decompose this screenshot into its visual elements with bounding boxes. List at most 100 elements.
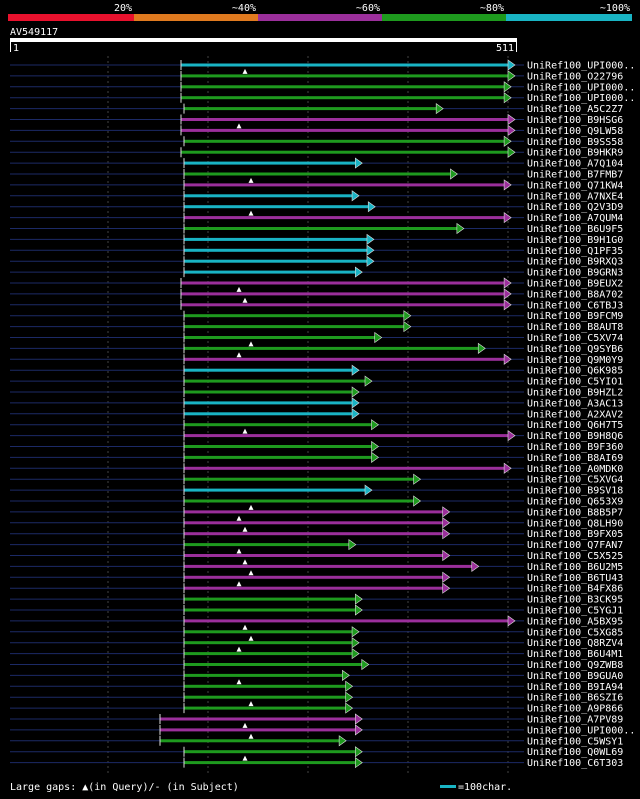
- hit-label[interactable]: UniRef100_O22796: [527, 71, 623, 82]
- hit-row[interactable]: UniRef100_Q9LW58: [10, 123, 623, 137]
- hit-label[interactable]: UniRef100_C6T303: [527, 758, 623, 769]
- hit-bar[interactable]: [160, 739, 340, 743]
- hit-row[interactable]: UniRef100_B9HZL2: [10, 386, 623, 399]
- hit-row[interactable]: UniRef100_B9RXQ3: [10, 255, 623, 268]
- hit-row[interactable]: UniRef100_C5YGJ1: [10, 604, 623, 617]
- hit-label[interactable]: UniRef100_Q9ZWB8: [527, 660, 623, 671]
- hit-label[interactable]: UniRef100_Q9LW58: [527, 126, 623, 137]
- hit-label[interactable]: UniRef100_B9SS58: [527, 137, 623, 148]
- hit-row[interactable]: UniRef100_A7PV89: [10, 713, 623, 726]
- hit-bar[interactable]: [181, 85, 505, 89]
- hit-label[interactable]: UniRef100_C5WSY1: [527, 736, 623, 747]
- hit-label[interactable]: UniRef100_B3CK95: [527, 595, 623, 606]
- hit-label[interactable]: UniRef100_Q6H7T5: [527, 420, 623, 431]
- hit-bar[interactable]: [181, 74, 508, 78]
- hit-label[interactable]: UniRef100_Q6K985: [527, 366, 623, 377]
- hit-label[interactable]: UniRef100_Q2V3D9: [527, 202, 623, 213]
- hit-label[interactable]: UniRef100_C5YGJ1: [527, 606, 623, 617]
- hit-bar[interactable]: [184, 488, 365, 492]
- hit-row[interactable]: UniRef100_B6TU43: [10, 570, 623, 584]
- hit-row[interactable]: UniRef100_B6U2M5: [10, 559, 623, 573]
- hit-row[interactable]: UniRef100_B6SZI6: [10, 691, 623, 704]
- hit-label[interactable]: UniRef100_B9GUA0: [527, 671, 623, 682]
- hit-row[interactable]: UniRef100_UPI000..: [10, 59, 635, 72]
- hit-label[interactable]: UniRef100_B9H1G0: [527, 235, 623, 246]
- hit-row[interactable]: UniRef100_A5C2Z7: [10, 103, 623, 116]
- hit-bar[interactable]: [184, 314, 404, 318]
- hit-bar[interactable]: [184, 161, 356, 165]
- hit-row[interactable]: UniRef100_B9SV18: [10, 484, 623, 497]
- hit-bar[interactable]: [184, 216, 505, 220]
- hit-label[interactable]: UniRef100_Q653X9: [527, 497, 623, 508]
- hit-row[interactable]: UniRef100_UPI000..: [10, 81, 635, 94]
- hit-row[interactable]: UniRef100_Q71KW4: [10, 177, 623, 192]
- hit-label[interactable]: UniRef100_A2XAV2: [527, 409, 623, 420]
- hit-bar[interactable]: [184, 390, 353, 394]
- hit-row[interactable]: UniRef100_B9SS58: [10, 135, 623, 148]
- hit-bar[interactable]: [184, 401, 353, 405]
- hit-label[interactable]: UniRef100_Q7FAN7: [527, 540, 623, 551]
- hit-bar[interactable]: [184, 543, 349, 547]
- hit-label[interactable]: UniRef100_B9SV18: [527, 486, 623, 497]
- hit-row[interactable]: UniRef100_C5XVG4: [10, 473, 623, 486]
- hit-label[interactable]: UniRef100_Q9M0Y9: [527, 355, 623, 366]
- hit-bar[interactable]: [184, 270, 356, 274]
- hit-label[interactable]: UniRef100_C6TBJ3: [527, 300, 623, 311]
- hit-bar[interactable]: [184, 346, 479, 350]
- hit-bar[interactable]: [184, 325, 404, 329]
- hit-row[interactable]: UniRef100_B8A702: [10, 286, 623, 301]
- hit-row[interactable]: UniRef100_B9IA94: [10, 679, 623, 693]
- hit-label[interactable]: UniRef100_B8B5P7: [527, 507, 623, 518]
- hit-bar[interactable]: [184, 412, 353, 416]
- hit-bar[interactable]: [184, 663, 362, 666]
- hit-row[interactable]: UniRef100_UPI000..: [10, 722, 635, 737]
- hit-bar[interactable]: [184, 684, 346, 688]
- hit-label[interactable]: UniRef100_B9H8Q6: [527, 431, 623, 442]
- hit-label[interactable]: UniRef100_B8A702: [527, 289, 623, 300]
- hit-bar[interactable]: [184, 619, 508, 623]
- hit-row[interactable]: UniRef100_Q8LH90: [10, 515, 623, 530]
- hit-bar[interactable]: [184, 597, 356, 601]
- hit-label[interactable]: UniRef100_C5YIO1: [527, 377, 623, 388]
- hit-bar[interactable]: [181, 292, 505, 296]
- hit-row[interactable]: UniRef100_B7FMB7: [10, 168, 623, 181]
- hit-bar[interactable]: [184, 673, 343, 677]
- hit-bar[interactable]: [184, 521, 443, 525]
- hit-bar[interactable]: [184, 139, 505, 143]
- hit-bar[interactable]: [181, 96, 505, 100]
- hit-bar[interactable]: [184, 586, 443, 590]
- hit-row[interactable]: UniRef100_B9HSG6: [10, 113, 623, 127]
- hit-row[interactable]: UniRef100_C5X525: [10, 548, 623, 563]
- hit-row[interactable]: UniRef100_Q9M0Y9: [10, 352, 623, 366]
- hit-label[interactable]: UniRef100_B8AUT8: [527, 322, 623, 333]
- hit-bar[interactable]: [184, 564, 472, 568]
- hit-label[interactable]: UniRef100_A3AC13: [527, 398, 623, 409]
- hit-row[interactable]: UniRef100_Q1PF35: [10, 244, 623, 257]
- hit-row[interactable]: UniRef100_C5XG85: [10, 624, 623, 639]
- hit-row[interactable]: UniRef100_A7Q104: [10, 157, 623, 170]
- hit-label[interactable]: UniRef100_B9HZL2: [527, 388, 623, 399]
- hit-bar[interactable]: [184, 423, 372, 427]
- hit-bar[interactable]: [184, 248, 367, 252]
- hit-bar[interactable]: [184, 641, 353, 645]
- hit-bar[interactable]: [184, 205, 369, 209]
- hit-label[interactable]: UniRef100_Q1PF35: [527, 246, 623, 257]
- hit-label[interactable]: UniRef100_A5C2Z7: [527, 104, 623, 115]
- hit-bar[interactable]: [184, 575, 443, 579]
- hit-bar[interactable]: [160, 717, 356, 721]
- hit-bar[interactable]: [184, 477, 414, 481]
- hit-label[interactable]: UniRef100_C5XV74: [527, 333, 623, 344]
- hit-row[interactable]: UniRef100_A5BX95: [10, 615, 623, 628]
- hit-label[interactable]: UniRef100_B6U9F5: [527, 224, 623, 235]
- hit-row[interactable]: UniRef100_C6TBJ3: [10, 297, 623, 312]
- hit-bar[interactable]: [184, 336, 375, 339]
- hit-label[interactable]: UniRef100_B9RXQ3: [527, 257, 623, 268]
- hit-bar[interactable]: [184, 107, 437, 111]
- hit-row[interactable]: UniRef100_B8AUT8: [10, 321, 623, 334]
- hit-row[interactable]: UniRef100_B9H8Q6: [10, 428, 623, 443]
- hit-bar[interactable]: [181, 118, 508, 121]
- hit-row[interactable]: UniRef100_B9FX05: [10, 526, 623, 541]
- hit-row[interactable]: UniRef100_A7NXE4: [10, 190, 623, 203]
- hit-bar[interactable]: [184, 532, 443, 536]
- hit-label[interactable]: UniRef100_UPI000..: [527, 93, 635, 104]
